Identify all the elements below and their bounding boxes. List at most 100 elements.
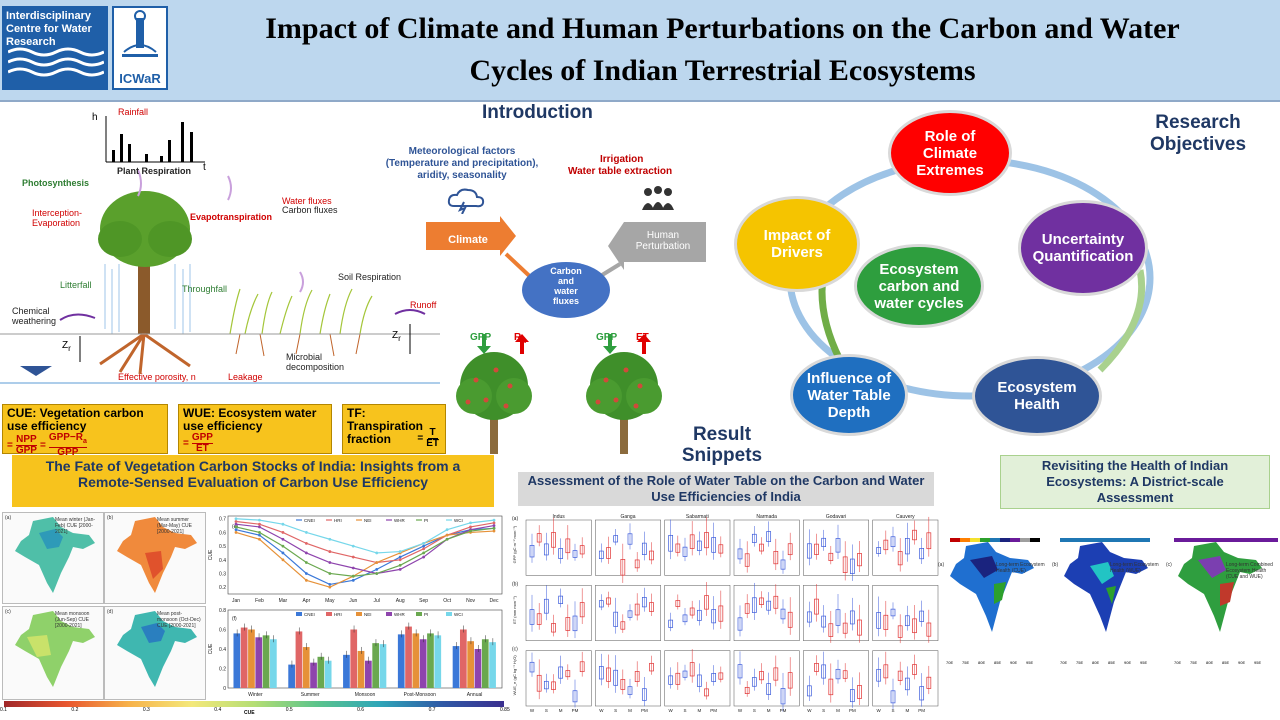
bar-WHR-Annual bbox=[474, 649, 482, 688]
line-point-HRI bbox=[281, 531, 285, 534]
boxplot-box bbox=[806, 543, 812, 559]
boxplot-box bbox=[821, 537, 827, 547]
boxplot-season-tick: W bbox=[807, 708, 812, 713]
health-map-lon-tick: 80E bbox=[1092, 660, 1100, 665]
microbial-label: Microbial decomposition bbox=[286, 352, 344, 372]
objective-ecosystem-cycles-label: Ecosystem carbon and water cycles bbox=[874, 260, 964, 312]
bar-WHR-Summer bbox=[310, 662, 317, 688]
boxplot-box bbox=[704, 532, 709, 549]
boxplot-season-tick: S bbox=[753, 708, 756, 713]
line-point-WCI bbox=[445, 528, 449, 532]
bar-chart-ytick: 0.4 bbox=[219, 647, 226, 653]
boxplot-box bbox=[572, 615, 578, 632]
boxplot-box bbox=[649, 602, 654, 612]
title-line-1: Impact of Climate and Human Perturbation… bbox=[265, 12, 1180, 45]
bar-CNEI-Post-Monsoon bbox=[397, 634, 405, 688]
bar-WHR-Post-Monsoon bbox=[419, 639, 427, 688]
interception-label: Interception- Evaporation bbox=[32, 208, 83, 228]
health-map-c-title: Long-term Combined Ecosystem Health (CUE… bbox=[1226, 562, 1273, 580]
boxplot-season-tick: PM bbox=[849, 708, 856, 713]
bar-HRI-Winter bbox=[240, 627, 248, 688]
cue-gpp: GPP bbox=[15, 445, 37, 456]
bar-chart-xtick: Post-Monsoon bbox=[404, 692, 436, 698]
boxplot-box bbox=[849, 558, 855, 574]
boxplot-box bbox=[620, 679, 626, 690]
boxplot-box bbox=[751, 597, 757, 613]
boxplot-box bbox=[634, 559, 640, 569]
line-series-NEI bbox=[235, 530, 495, 588]
line-point-WCI bbox=[258, 518, 261, 522]
boxplot-grid: Indus Ganga Sabarmati Narmada Godavari Cauver… bbox=[512, 514, 939, 713]
line-series-WCI bbox=[235, 518, 495, 554]
evapotranspiration-label: Evapotranspiration bbox=[190, 212, 273, 222]
health-map-lon-tick: 85E bbox=[1222, 660, 1230, 665]
health-map-lon-tick: 75E bbox=[1190, 660, 1198, 665]
soil-respiration-label: Soil Respiration bbox=[338, 272, 402, 282]
india-map-shape bbox=[117, 517, 197, 593]
boxplot-box bbox=[787, 672, 793, 689]
boxplot-season-tick: PM bbox=[710, 708, 717, 713]
bar-PI-Summer bbox=[317, 656, 325, 688]
results-heading: Result Snippets bbox=[672, 424, 772, 466]
bar-legend-label: PI bbox=[424, 612, 428, 617]
cue-map-monsoon-tag: (c) bbox=[5, 609, 11, 615]
line-point-CNEI bbox=[281, 551, 285, 555]
bar-chart-ylabel: CUE bbox=[208, 643, 214, 654]
boxplot-box bbox=[536, 613, 542, 625]
boxplot-box bbox=[814, 543, 819, 555]
line-point-CNEI bbox=[398, 555, 402, 559]
boxplot-box bbox=[919, 686, 925, 701]
bar-HRI-Monsoon bbox=[350, 629, 358, 688]
line-point-CNEI bbox=[258, 533, 261, 537]
boxplot-box bbox=[536, 533, 542, 543]
line-legend-label: HRI bbox=[334, 518, 342, 523]
line-point-HRI bbox=[351, 555, 355, 559]
boxplot-box bbox=[759, 671, 764, 681]
objective-ecosystem-health: Ecosystem Health bbox=[972, 356, 1102, 436]
tf-definition-title: TF: Transpiration fraction bbox=[347, 406, 424, 446]
boxplot-box bbox=[780, 608, 786, 620]
tf-definition-box: TF: Transpiration fraction = T ET bbox=[342, 404, 446, 454]
plant-respiration-label: Plant Respiration bbox=[117, 166, 192, 176]
boxplot-box bbox=[806, 611, 812, 623]
boxplot-box bbox=[543, 598, 549, 614]
cue-map-post-monsoon: (d) Mean post-monsoon (Oct-Dec) CUE [200… bbox=[104, 606, 206, 700]
line-chart-xtick: Dec bbox=[490, 598, 499, 604]
line-point-WCI bbox=[422, 541, 426, 545]
zr-sub: r bbox=[68, 343, 71, 353]
axis-t-label: t bbox=[203, 162, 206, 173]
boxplot-box bbox=[668, 619, 674, 628]
boxplot-column-title: Ganga bbox=[620, 514, 635, 520]
cue-fraction-2: GPP−Ra GPP bbox=[48, 433, 87, 458]
line-point-CNEI bbox=[304, 572, 308, 575]
porosity-label: Effective porosity, n bbox=[118, 372, 196, 382]
line-point-WHR bbox=[304, 551, 308, 555]
results-heading-line-1: Result bbox=[692, 424, 752, 445]
cue-map-post-monsoon-label: Mean post-monsoon (Oct-Dec) CUE [2000-20… bbox=[157, 611, 201, 629]
boxplot-season-tick: S bbox=[545, 708, 548, 713]
bar-chart-xtick: Summer bbox=[301, 692, 320, 698]
logo-left-text: Interdisciplinary Centre for Water Resea… bbox=[6, 10, 92, 48]
bar-legend-swatch bbox=[356, 612, 362, 616]
wue-eq-sign: = bbox=[183, 438, 189, 449]
line-point-WHR bbox=[328, 561, 332, 564]
colorbar-tick-label: 0.1 bbox=[0, 707, 7, 713]
bar-chart-ytick: 0.8 bbox=[219, 608, 226, 614]
bar-chart-ytick: 0.2 bbox=[219, 667, 226, 673]
perturbation-text: Perturbation bbox=[635, 241, 691, 252]
boxplot-box bbox=[565, 617, 571, 631]
bar-legend-swatch bbox=[296, 612, 302, 616]
wue-num: GPP bbox=[191, 432, 213, 444]
boxplot-box bbox=[919, 548, 925, 560]
boxplot-box bbox=[759, 543, 764, 552]
bar-CNEI-Winter bbox=[233, 633, 241, 688]
line-legend-label: WCI bbox=[454, 518, 463, 523]
boxplot-box bbox=[876, 612, 882, 629]
zr2-text: Z bbox=[392, 330, 399, 341]
boxplot-panel bbox=[595, 650, 661, 707]
throughfall-label: Throughfall bbox=[182, 284, 228, 294]
boxplot-box bbox=[696, 674, 702, 687]
boxplot-season-tick: M bbox=[767, 708, 771, 713]
line-chart-ytick: 0.3 bbox=[219, 571, 226, 577]
human-perturbation-box: Human Perturbation bbox=[620, 230, 706, 252]
